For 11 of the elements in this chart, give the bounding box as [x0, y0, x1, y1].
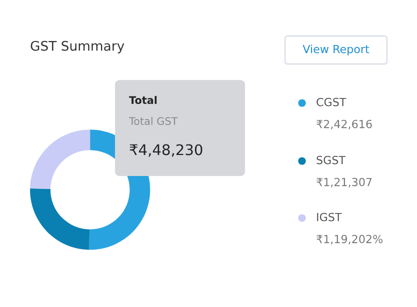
data-label: ₹1,19,202% [316, 234, 382, 244]
text: Total [129, 96, 157, 104]
data-label: ₹1,21,307 [316, 178, 372, 188]
text: ₹4,48,230 [130, 144, 202, 157]
data-label: ₹2,42,616 [316, 120, 372, 130]
legend-label: CGST [316, 98, 346, 106]
text: Total GST [128, 116, 178, 126]
chart-title: GST Summary [30, 40, 124, 54]
legend-label: SGST [316, 156, 346, 164]
legend-label: IGST [317, 212, 342, 222]
text: View Report [302, 44, 370, 56]
